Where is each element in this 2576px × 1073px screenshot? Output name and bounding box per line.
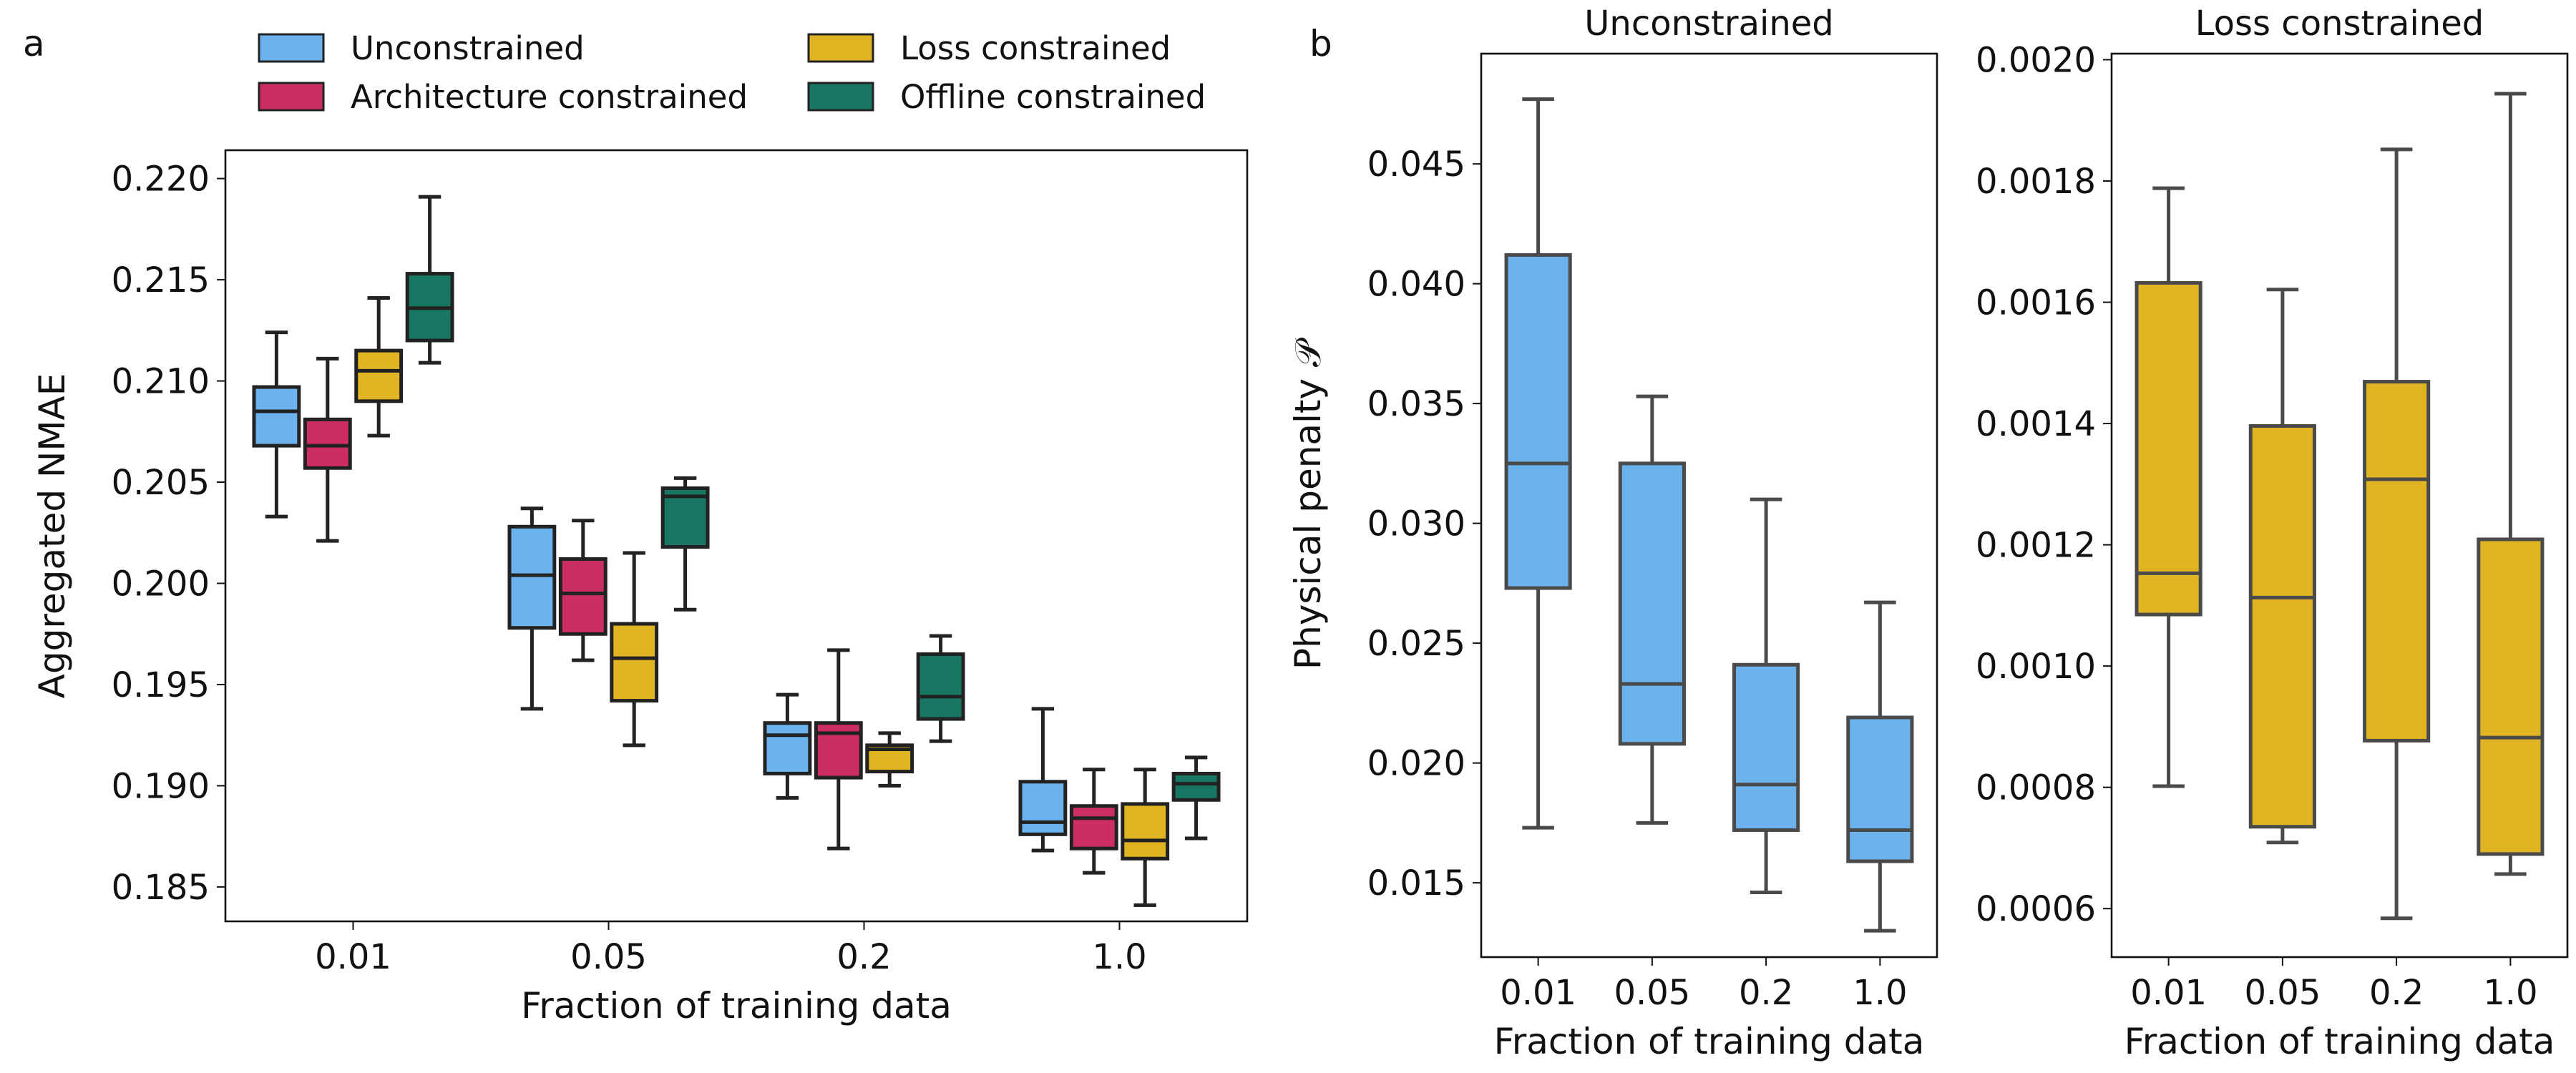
box-unconstrained-0-2-box (763, 721, 812, 775)
chart-a-nmae-by-fraction: 0.185 0.190 0.195 0.200 0.205 0.210 0.215 0.220… (31, 149, 1249, 1027)
chart-b-unconstrained-box-0-05-box (1618, 461, 1686, 746)
chart-a-ytick-label: 0.195 (112, 665, 210, 705)
chart-b-unconstrained-ytick-label: 0.040 (1367, 265, 1465, 305)
chart-b-unconstrained-ytick-label: 0.045 (1367, 144, 1465, 185)
chart-a-ytick-label: 0.210 (112, 362, 210, 402)
chart-b-loss-constrained-ytick-label: 0.0016 (1976, 283, 2096, 323)
legend-label-architecture-constrained: Architecture constrained (351, 78, 748, 116)
box-loss-constrained-0-01-box (354, 348, 404, 403)
legend: Unconstrained Architecture constrained Los… (258, 29, 1206, 116)
chart-b-loss-constrained-box-0-2-box (2363, 380, 2431, 743)
chart-b-loss-constrained-xtick-label: 0.05 (2244, 973, 2321, 1013)
chart-b-loss-constrained-box-0-01-box (2135, 280, 2202, 617)
chart-a-ytick-label: 0.185 (112, 868, 210, 908)
box-loss-constrained-1-0-box (1121, 802, 1170, 861)
chart-a-xtick-label: 0.01 (315, 937, 391, 977)
chart-b-unconstrained-ytick-label: 0.035 (1367, 384, 1465, 424)
box-unconstrained-0-01-box (252, 385, 301, 448)
chart-b-unconstrained-ytick-label: 0.015 (1367, 863, 1465, 903)
chart-b-loss-constrained-ytick-label: 0.0010 (1976, 647, 2096, 687)
chart-b-unconstrained-penalty: 0.015 0.020 0.025 0.030 0.035 0.040 0.045 0.01 0… (1287, 4, 1938, 1062)
box-architecture-constrained-1-0-box (1069, 804, 1118, 851)
chart-b-unconstrained-box-0-01-box (1504, 253, 1572, 590)
chart-b-unconstrained-xtick-label: 0.01 (1500, 973, 1576, 1013)
legend-swatch-offline-constrained (807, 82, 874, 112)
legend-label-unconstrained: Unconstrained (351, 29, 585, 67)
chart-b-unconstrained-xtick-label: 1.0 (1853, 973, 1907, 1013)
chart-b-unconstrained-box-1-0-box (1846, 715, 1914, 863)
panel-label-b: b (1309, 23, 1332, 64)
legend-swatch-unconstrained (258, 33, 325, 63)
chart-b-loss-constrained-axes-frame (2110, 52, 2569, 959)
chart-b-loss-constrained-ytick-label: 0.0008 (1976, 768, 2096, 808)
box-architecture-constrained-0-05-box (558, 557, 608, 636)
chart-a-ytick-label: 0.220 (112, 160, 210, 200)
box-unconstrained-1-0-box (1018, 780, 1068, 836)
chart-b-unconstrained-y-axis-label: Physical penalty 𝒫 (1287, 337, 1329, 670)
chart-b-unconstrained-ytick-label: 0.025 (1367, 624, 1465, 664)
chart-b-loss-constrained-ytick-label: 0.0006 (1976, 889, 2096, 929)
chart-b-unconstrained-x-axis-label: Fraction of training data (1494, 1021, 1925, 1062)
legend-label-loss-constrained: Loss constrained (900, 29, 1171, 67)
chart-a-x-axis-label: Fraction of training data (521, 985, 952, 1027)
chart-b-unconstrained-title: Unconstrained (1584, 4, 1833, 44)
chart-b-loss-constrained-x-axis-label: Fraction of training data (2124, 1021, 2555, 1062)
chart-b-loss-constrained-ytick-label: 0.0014 (1976, 404, 2096, 444)
chart-b-loss-constrained-box-0-05-box (2248, 423, 2316, 829)
chart-a-ytick-label: 0.205 (112, 463, 210, 503)
chart-b-loss-constrained-box-1-0-box (2477, 537, 2545, 856)
chart-b-unconstrained-ytick-label: 0.030 (1367, 504, 1465, 544)
legend-swatch-loss-constrained (807, 33, 874, 63)
chart-b-loss-constrained-xtick-label: 1.0 (2483, 973, 2537, 1013)
legend-swatch-architecture-constrained (258, 82, 325, 112)
chart-a-ytick-label: 0.200 (112, 564, 210, 604)
chart-a-xtick-label: 0.05 (570, 937, 647, 977)
box-unconstrained-0-05-box (507, 524, 557, 630)
box-architecture-constrained-0-01-box (303, 417, 352, 470)
chart-a-y-axis-label: Aggregated NMAE (31, 373, 73, 699)
chart-b-unconstrained-box-0-2-box (1732, 662, 1800, 832)
chart-b-loss-constrained-ytick-label: 0.0018 (1976, 162, 2096, 202)
box-offline-constrained-0-2-box (916, 652, 965, 721)
chart-a-xtick-label: 0.2 (836, 937, 891, 977)
chart-b-loss-constrained-xtick-label: 0.01 (2130, 973, 2207, 1013)
chart-a-axes-frame (224, 149, 1249, 923)
panel-label-a: a (23, 23, 45, 64)
chart-b-unconstrained-xtick-label: 0.05 (1614, 973, 1690, 1013)
chart-b-unconstrained-axes-frame (1480, 52, 1938, 959)
chart-b-loss-constrained-xtick-label: 0.2 (2369, 973, 2424, 1013)
box-offline-constrained-1-0-box (1171, 771, 1221, 802)
box-loss-constrained-0-05-box (610, 622, 659, 703)
chart-a-ytick-label: 0.215 (112, 260, 210, 300)
chart-b-loss-constrained-penalty: 0.0006 0.0008 0.0010 0.0012 0.0014 0.0016 0.00… (1976, 4, 2569, 1062)
box-architecture-constrained-0-2-box (814, 721, 863, 780)
chart-b-unconstrained-ytick-label: 0.020 (1367, 744, 1465, 784)
chart-b-loss-constrained-ytick-label: 0.0020 (1976, 40, 2096, 80)
chart-b-loss-constrained-ytick-label: 0.0012 (1976, 526, 2096, 566)
chart-a-ytick-label: 0.190 (112, 766, 210, 806)
chart-a-xtick-label: 1.0 (1092, 937, 1146, 977)
legend-label-offline-constrained: Offline constrained (900, 78, 1206, 116)
chart-b-loss-constrained-title: Loss constrained (2195, 4, 2484, 44)
chart-b-unconstrained-xtick-label: 0.2 (1739, 973, 1793, 1013)
